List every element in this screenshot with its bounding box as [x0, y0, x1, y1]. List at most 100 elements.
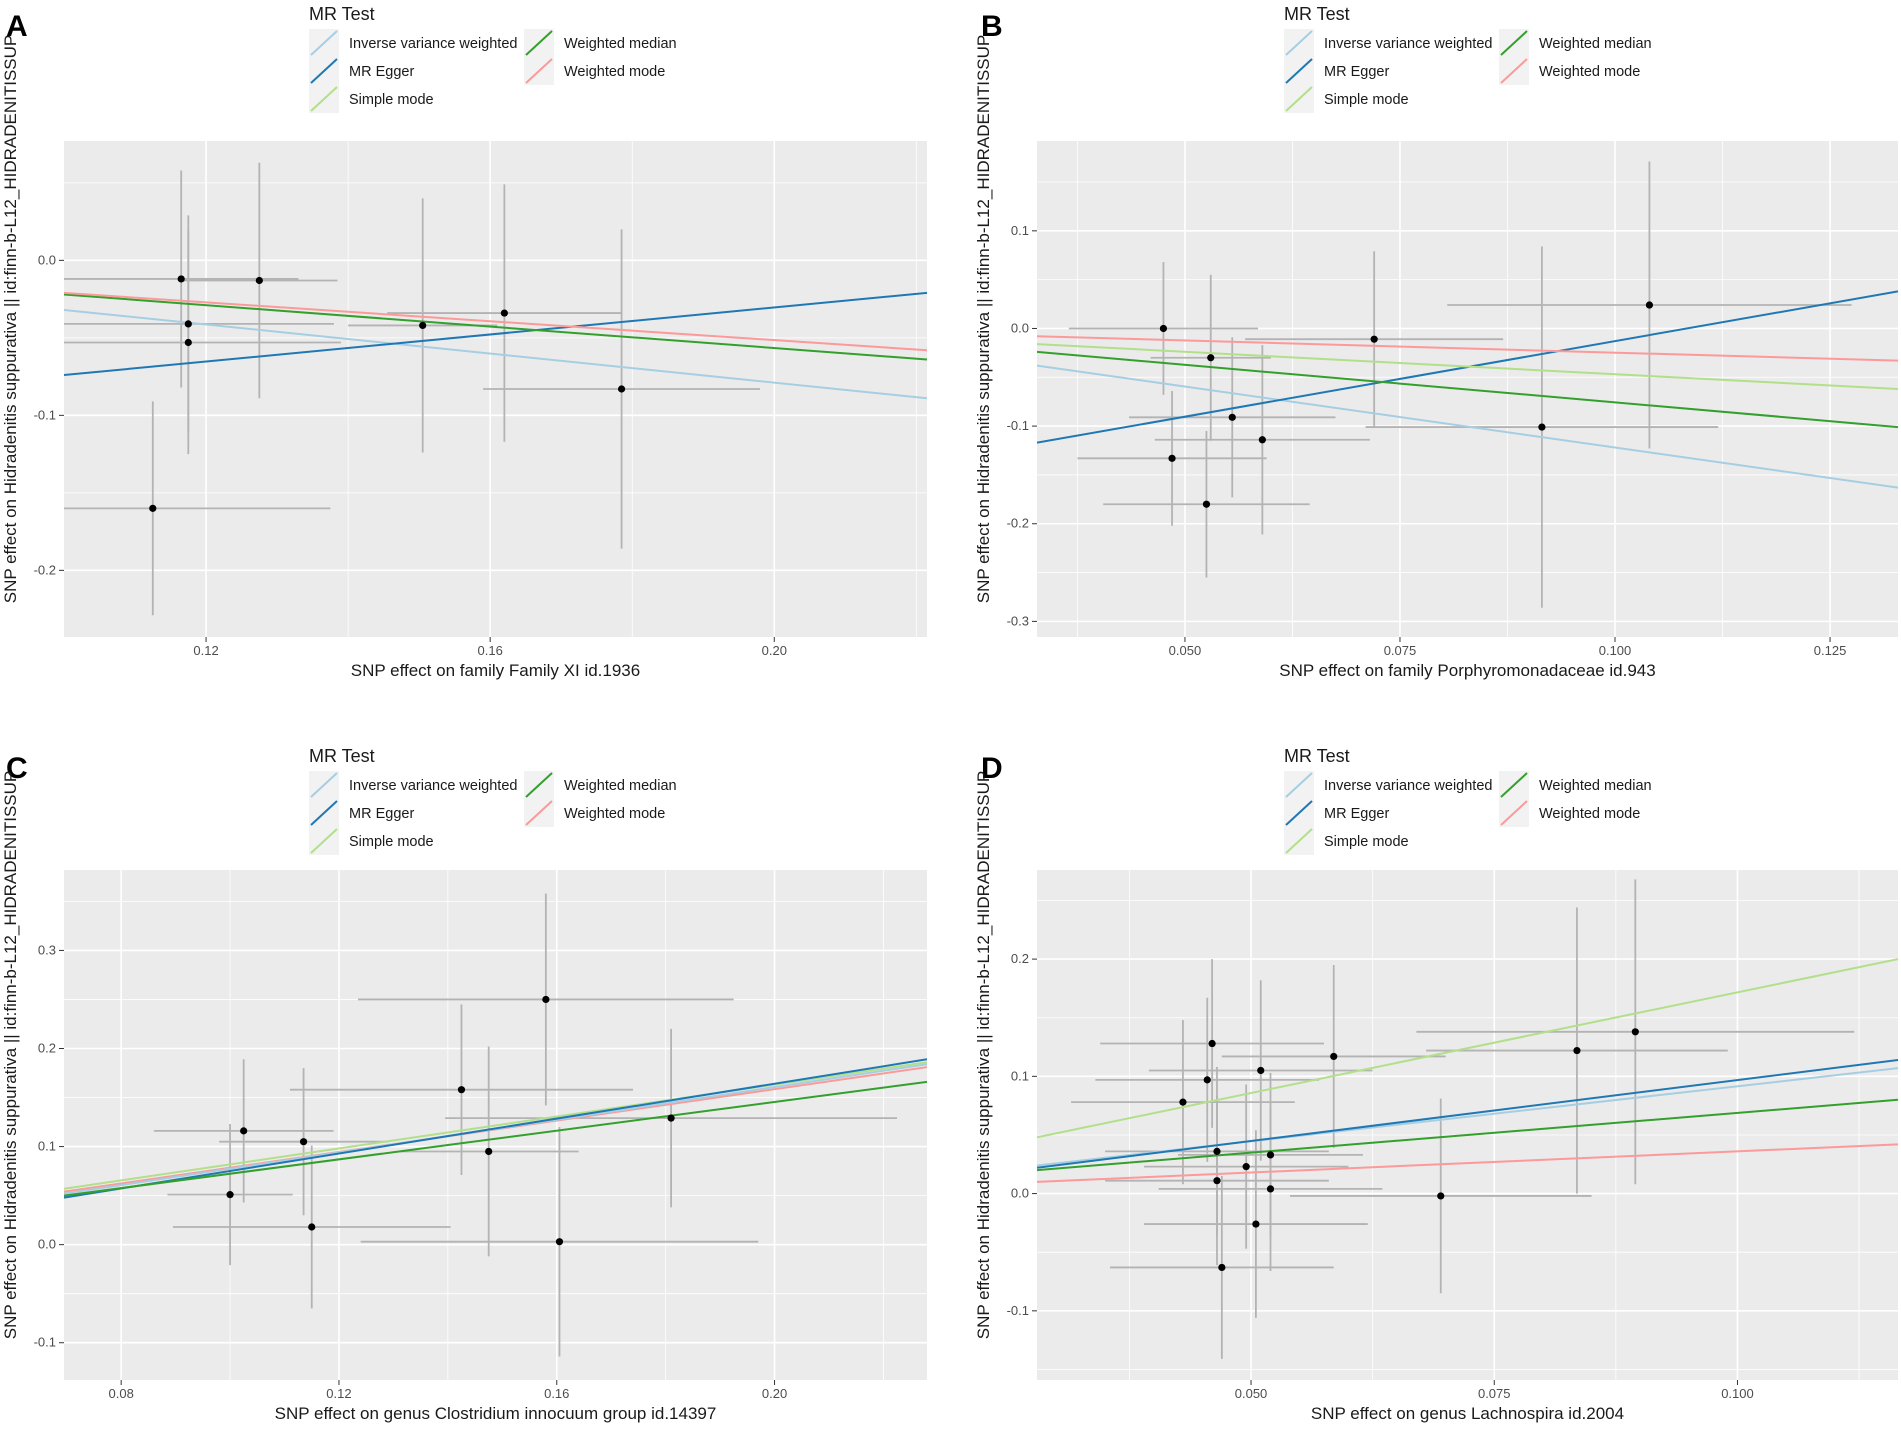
legend-label: Simple mode [349, 834, 434, 850]
x-axis-title: SNP effect on genus Lachnospira id.2004 [1311, 1404, 1624, 1423]
legend-item: Simple mode [1284, 827, 1409, 855]
legend-item: MR Egger [1284, 799, 1389, 827]
data-point [617, 385, 626, 393]
x-tick-label: 0.12 [326, 1386, 351, 1401]
data-point [1645, 301, 1654, 309]
data-points [1159, 301, 1654, 508]
data-point [1159, 324, 1168, 333]
legend-label: MR Egger [1324, 806, 1389, 822]
data-point [555, 1238, 564, 1246]
data-point [184, 338, 192, 347]
y-tick-label: -0.2 [1007, 516, 1029, 531]
x-tick-label: 0.16 [544, 1386, 569, 1401]
panel-letter: A [6, 10, 28, 43]
data-point [177, 275, 185, 283]
x-axis-title: SNP effect on genus Clostridium innocuum… [275, 1404, 717, 1423]
line-weighted-median [1037, 1098, 1898, 1172]
line-mr-egger [64, 1058, 927, 1199]
legend-item: Inverse variance weighted [309, 29, 517, 57]
legend-key-line [1285, 30, 1313, 56]
legend-key-line [310, 828, 338, 854]
legend-label: MR Egger [349, 64, 414, 80]
legend-item: Weighted median [524, 29, 677, 57]
line-weighted-median [64, 1080, 927, 1197]
legend-key-line [310, 800, 338, 826]
data-point [1258, 436, 1266, 444]
legend-label: MR Egger [1324, 64, 1389, 80]
legend-label: Weighted median [564, 36, 677, 52]
legend-item: Inverse variance weighted [1284, 29, 1492, 57]
legend-item: Inverse variance weighted [309, 771, 517, 799]
mr-lines [1037, 958, 1898, 1183]
x-axis-title: SNP effect on family Family XI id.1936 [351, 661, 640, 680]
y-tick-label: -0.1 [34, 1335, 56, 1350]
legend-item: Inverse variance weighted [1284, 771, 1492, 799]
data-points [226, 995, 675, 1246]
legend-item: Weighted median [1499, 29, 1652, 57]
legend-item: Simple mode [309, 827, 434, 855]
data-point [1203, 1076, 1211, 1084]
mr-lines [1037, 290, 1898, 489]
line-simple-mode [1037, 343, 1898, 390]
y-axis-title: SNP effect on Hidradenitis suppurativa |… [974, 771, 993, 1340]
legend-title: MR Test [1284, 746, 1350, 766]
line-inverse-variance-weighted [64, 308, 927, 400]
panel-letter: D [981, 752, 1003, 785]
legend-key-line [310, 86, 338, 112]
y-tick-label: 0.2 [1011, 951, 1029, 966]
legend-item: Weighted mode [1499, 799, 1640, 827]
legend-key-line [525, 30, 553, 56]
data-points [1179, 1028, 1639, 1272]
legend-title: MR Test [1284, 4, 1350, 24]
mr-lines [64, 1058, 927, 1199]
line-weighted-mode [1037, 1143, 1898, 1183]
legend-title: MR Test [309, 746, 375, 766]
panel-d: D MR Test Inverse variance weighted Weighte… [974, 746, 1898, 1423]
panel-letter: B [981, 10, 1003, 43]
legend-label: MR Egger [349, 806, 414, 822]
legend: MR Test Inverse variance weighted Weighted… [1284, 746, 1652, 855]
legend-key-line [1285, 800, 1313, 826]
data-point [308, 1223, 316, 1231]
line-weighted-mode [1037, 335, 1898, 362]
legend-item: Weighted median [1499, 771, 1652, 799]
legend: MR Test Inverse variance weighted Weighted… [309, 746, 677, 855]
x-tick-label: 0.20 [762, 643, 787, 658]
data-point [500, 309, 508, 317]
legend-item: MR Egger [309, 799, 414, 827]
x-tick-label: 0.075 [1384, 643, 1417, 658]
data-point [1330, 1052, 1338, 1061]
legend-title: MR Test [309, 4, 375, 24]
legend-label: Simple mode [1324, 834, 1409, 850]
data-point [1218, 1263, 1226, 1272]
x-axis-title: SNP effect on family Porphyromonadaceae … [1279, 661, 1655, 680]
data-point [1207, 354, 1215, 362]
y-tick-label: -0.1 [34, 407, 56, 422]
data-point [149, 504, 157, 512]
x-tick-label: 0.20 [762, 1386, 787, 1401]
y-tick-label: 0.0 [1011, 1186, 1029, 1201]
panel-b: B MR Test Inverse variance weighted Weighte… [974, 4, 1898, 680]
data-point [1252, 1220, 1260, 1228]
y-tick-label: 0.1 [1011, 223, 1029, 238]
line-simple-mode [1037, 958, 1898, 1139]
legend-label: Weighted mode [1539, 806, 1640, 822]
data-point [1538, 423, 1546, 431]
legend-item: MR Egger [1284, 57, 1389, 85]
legend-key-line [1285, 58, 1313, 84]
y-tick-label: -0.2 [34, 562, 56, 577]
y-tick-label: 0.1 [1011, 1068, 1029, 1083]
data-points [149, 275, 626, 512]
data-point [226, 1191, 234, 1199]
legend: MR Test Inverse variance weighted Weighted… [1284, 4, 1652, 113]
y-axis-title: SNP effect on Hidradenitis suppurativa |… [1, 771, 20, 1340]
legend-key-line [525, 58, 553, 84]
legend-label: Weighted median [1539, 778, 1652, 794]
gridlines [64, 141, 927, 637]
y-tick-label: 0.3 [38, 942, 56, 957]
line-mr-egger [1037, 1058, 1898, 1169]
legend-label: Inverse variance weighted [1324, 36, 1492, 52]
legend-key-line [1500, 772, 1528, 798]
y-tick-label: 0.0 [38, 252, 56, 267]
legend-key-line [1500, 800, 1528, 826]
